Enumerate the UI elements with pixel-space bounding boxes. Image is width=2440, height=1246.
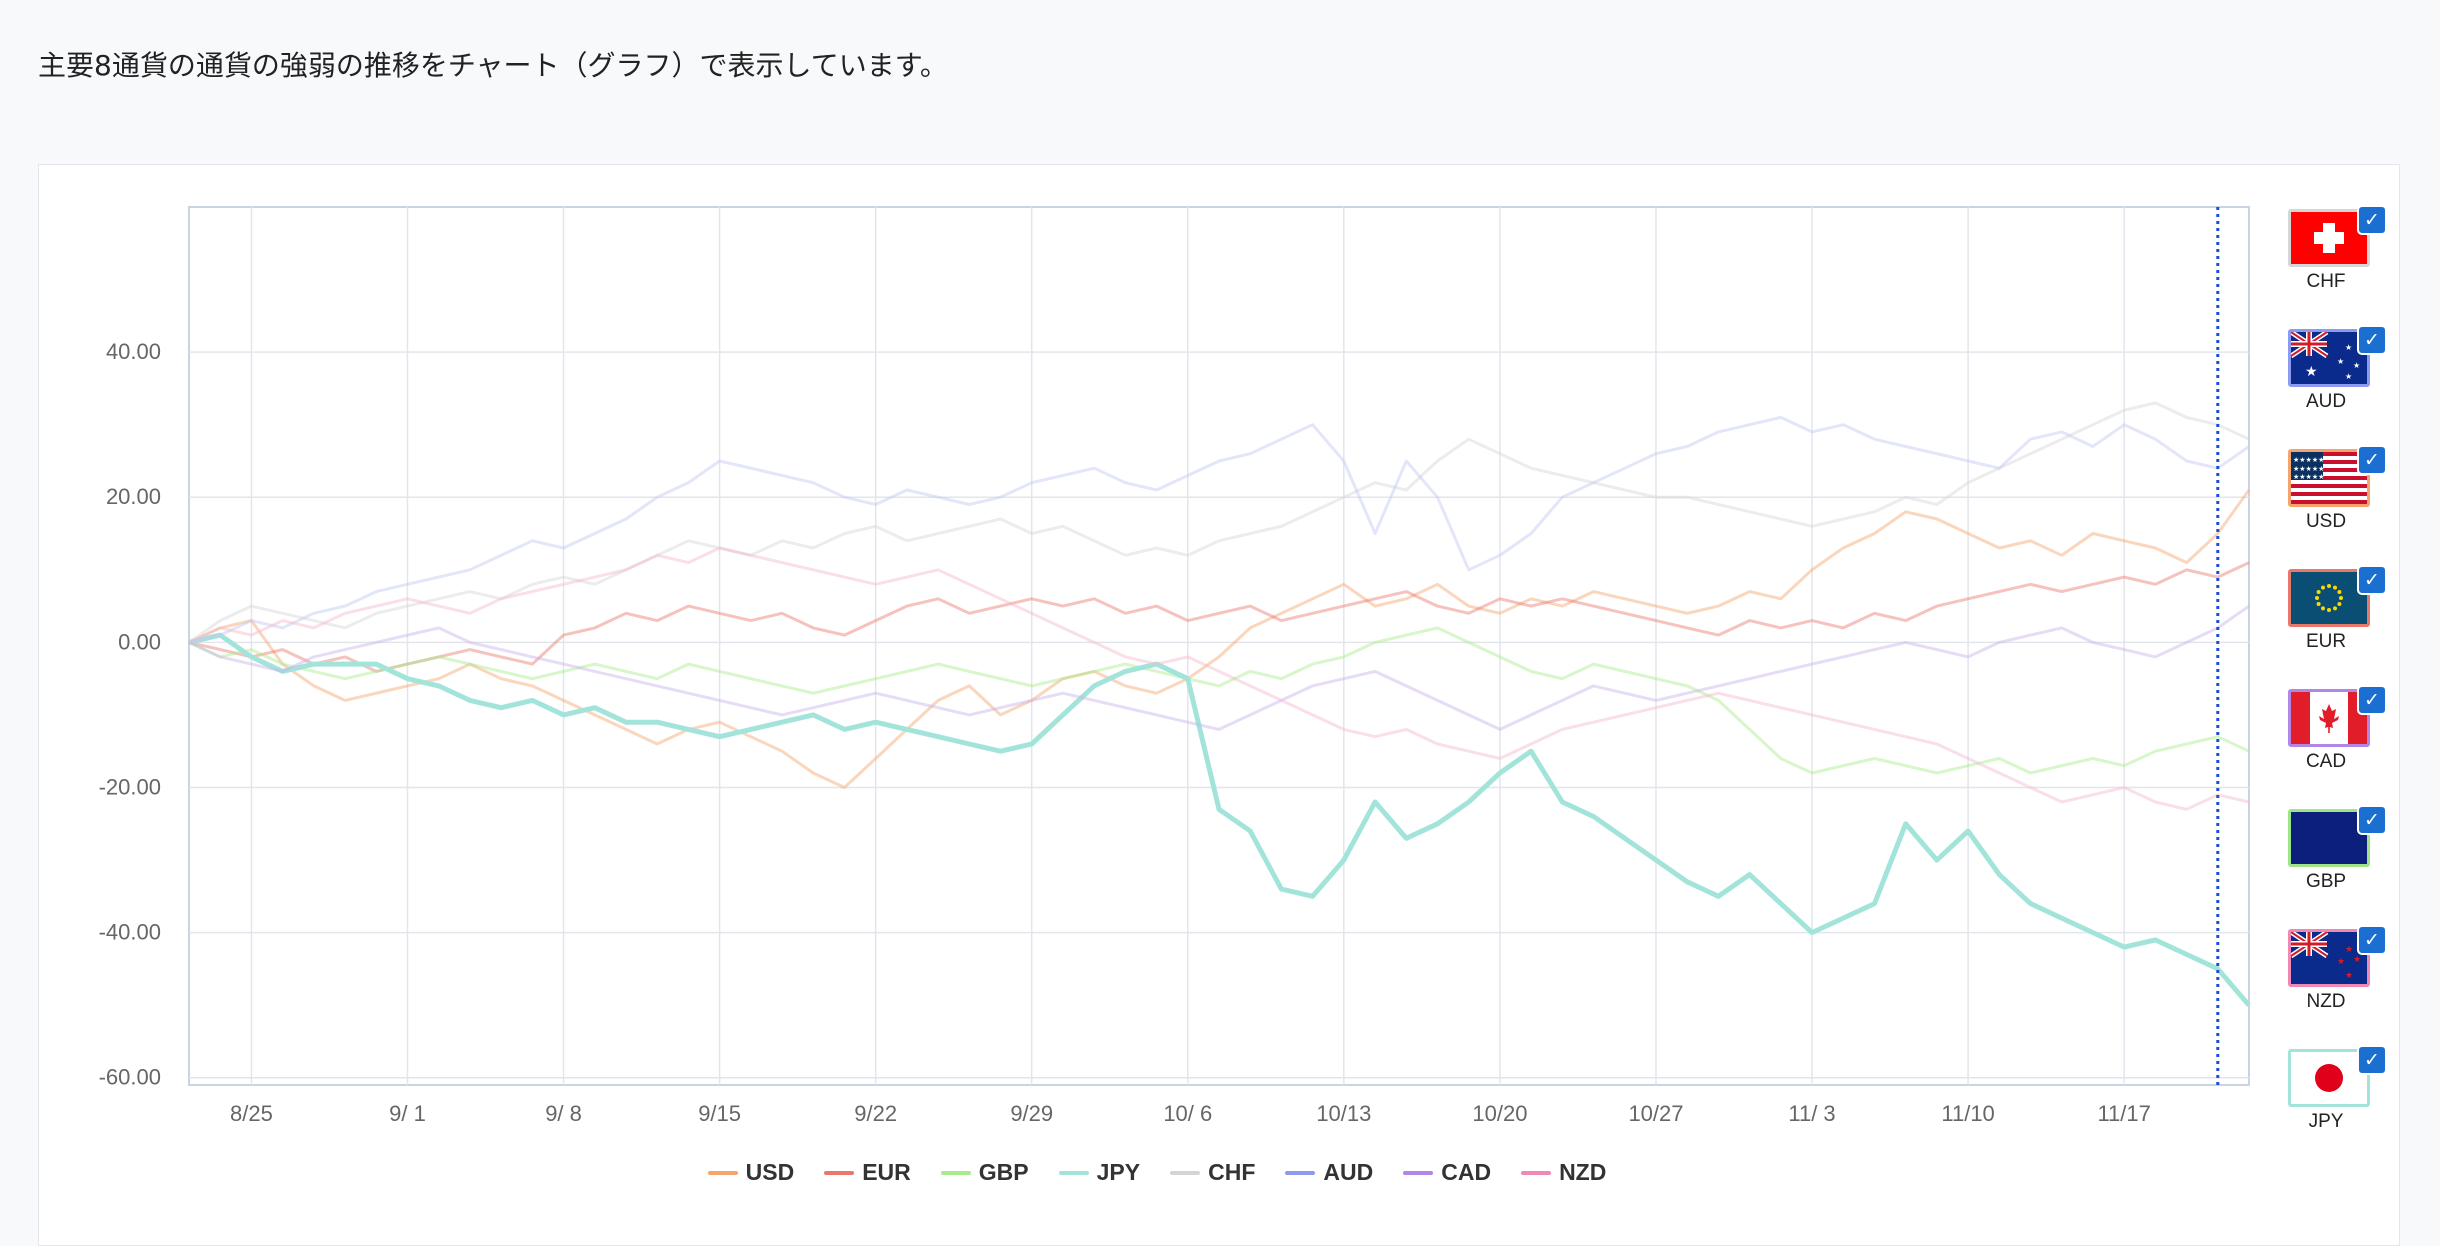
x-tick-label: 9/29 — [1010, 1101, 1053, 1126]
series-line-jpy — [188, 632, 2251, 1007]
legend-swatch — [1521, 1170, 1552, 1175]
x-tick-label: 10/27 — [1628, 1101, 1683, 1126]
x-tick-label: 11/17 — [2097, 1101, 2150, 1126]
flag-label: EUR — [2305, 631, 2347, 652]
legend-item-cad[interactable]: CAD — [1403, 1159, 1491, 1186]
eu-flag-icon — [2288, 569, 2370, 627]
legend-label: NZD — [1559, 1159, 1607, 1185]
plot-area — [188, 206, 2250, 1086]
flag-label: NZD — [2306, 991, 2346, 1012]
y-tick-label: -40.00 — [99, 920, 161, 945]
legend-item-nzd[interactable]: NZD — [1521, 1159, 1606, 1186]
x-tick-label: 10/ 6 — [1163, 1101, 1212, 1126]
series-line-usd — [188, 489, 2251, 789]
flag-label: JPY — [2308, 1111, 2344, 1132]
japanese-flag-icon — [2288, 1049, 2370, 1107]
check-icon[interactable]: ✓ — [2357, 565, 2387, 595]
legend-item-jpy[interactable]: JPY — [1058, 1159, 1141, 1186]
svg-text:★: ★ — [2353, 955, 2361, 965]
check-icon[interactable]: ✓ — [2357, 445, 2387, 475]
series-line-nzd — [188, 546, 2250, 811]
x-tick-label: 8/25 — [230, 1101, 273, 1126]
svg-text:★: ★ — [2305, 364, 2318, 380]
legend-label: AUD — [1323, 1159, 1374, 1185]
series-line-cad — [188, 604, 2250, 731]
series-line-gbp — [188, 626, 2250, 775]
flag-toggle-aud[interactable]: ★ ★ ★ ★ ★ ✓ AUD — [2275, 325, 2387, 435]
check-icon[interactable]: ✓ — [2357, 685, 2387, 715]
svg-text:★★★★★: ★★★★★ — [2293, 465, 2324, 473]
check-icon[interactable]: ✓ — [2357, 205, 2387, 235]
check-icon[interactable]: ✓ — [2357, 1045, 2387, 1075]
y-tick-label: 20.00 — [106, 484, 161, 509]
flag-label: CHF — [2306, 271, 2346, 292]
us-flag-icon: ★★★★★ ★★★★★ ★★★★★ — [2288, 449, 2370, 507]
flag-toggle-eur[interactable]: ✓ EUR — [2275, 565, 2387, 675]
flag-label: GBP — [2305, 871, 2347, 892]
legend-label: GBP — [978, 1159, 1029, 1185]
chart-legend: USD EUR GBP JPY CHF AUD CAD NZD — [39, 1159, 2275, 1186]
check-icon[interactable]: ✓ — [2357, 925, 2387, 955]
flag-toggle-usd[interactable]: ★★★★★ ★★★★★ ★★★★★ ✓ USD — [2275, 445, 2387, 555]
y-tick-label: 40.00 — [106, 339, 161, 364]
check-icon[interactable]: ✓ — [2357, 805, 2387, 835]
legend-item-usd[interactable]: USD — [707, 1159, 795, 1186]
svg-text:★: ★ — [2345, 945, 2353, 955]
flag-toggle-nzd[interactable]: ★ ★ ★ ★ ✓ NZD — [2275, 925, 2387, 1035]
y-tick-label: -20.00 — [99, 774, 161, 799]
svg-text:★: ★ — [2337, 957, 2345, 967]
check-icon[interactable]: ✓ — [2357, 325, 2387, 355]
legend-swatch — [1058, 1170, 1089, 1175]
x-tick-label: 9/ 1 — [389, 1101, 426, 1126]
x-tick-label: 9/22 — [854, 1101, 897, 1126]
legend-swatch — [940, 1170, 971, 1175]
british-flag-icon — [2288, 809, 2370, 867]
legend-swatch — [824, 1170, 855, 1175]
x-tick-label: 10/20 — [1472, 1101, 1527, 1126]
legend-label: USD — [745, 1159, 795, 1185]
currency-strength-chart: 40.00 20.00 0.00 -20.00 -40.00 -60.00 8/25 9/ 1… — [99, 206, 2251, 1126]
svg-text:★: ★ — [2345, 343, 2352, 352]
legend-label: JPY — [1096, 1159, 1141, 1185]
page-intro-text: 主要8通貨の通貨の強弱の推移をチャート（グラフ）で表示しています。 — [38, 49, 948, 82]
legend-item-aud[interactable]: AUD — [1285, 1159, 1373, 1186]
series-line-eur — [188, 561, 2250, 673]
legend-item-chf[interactable]: CHF — [1170, 1159, 1255, 1186]
flag-toggle-chf[interactable]: ✓ CHF — [2275, 205, 2387, 315]
legend-item-eur[interactable]: EUR — [824, 1159, 911, 1186]
svg-text:★: ★ — [2337, 357, 2344, 366]
chart-panel: 40.00 20.00 0.00 -20.00 -40.00 -60.00 8/25 9/ 1… — [38, 164, 2400, 1246]
svg-text:★★★★★: ★★★★★ — [2293, 473, 2324, 481]
legend-label: EUR — [862, 1159, 911, 1185]
legend-swatch — [707, 1170, 738, 1175]
legend-swatch — [1285, 1170, 1316, 1175]
y-tick-label: 0.00 — [118, 629, 161, 654]
x-tick-label: 11/10 — [1941, 1101, 1994, 1126]
australian-flag-icon: ★ ★ ★ ★ ★ — [2288, 329, 2370, 387]
x-tick-label: 11/ 3 — [1788, 1101, 1835, 1126]
swiss-flag-icon — [2288, 209, 2370, 267]
legend-item-gbp[interactable]: GBP — [940, 1159, 1029, 1186]
y-tick-label: -60.00 — [99, 1065, 161, 1090]
flag-toggle-jpy[interactable]: ✓ JPY — [2275, 1045, 2387, 1155]
svg-text:★: ★ — [2353, 361, 2360, 370]
flag-label: USD — [2305, 511, 2347, 532]
legend-label: CAD — [1441, 1159, 1492, 1185]
flag-label: CAD — [2305, 751, 2347, 772]
x-tick-label: 9/15 — [698, 1101, 741, 1126]
svg-text:★★★★★: ★★★★★ — [2293, 456, 2324, 464]
series-line-aud — [188, 415, 2250, 644]
series-line-chf — [188, 401, 2250, 644]
svg-text:★: ★ — [2345, 971, 2353, 981]
legend-swatch — [1403, 1170, 1434, 1175]
flag-toggle-gbp[interactable]: ✓ GBP — [2275, 805, 2387, 915]
flag-toggle-cad[interactable]: ✓ CAD — [2275, 685, 2387, 795]
x-tick-label: 10/13 — [1316, 1101, 1371, 1126]
svg-text:★: ★ — [2345, 372, 2352, 381]
flag-label: AUD — [2305, 391, 2347, 412]
legend-label: CHF — [1208, 1159, 1256, 1185]
x-tick-label: 9/ 8 — [545, 1101, 582, 1126]
new-zealand-flag-icon: ★ ★ ★ ★ — [2288, 929, 2370, 987]
legend-swatch — [1170, 1170, 1201, 1175]
